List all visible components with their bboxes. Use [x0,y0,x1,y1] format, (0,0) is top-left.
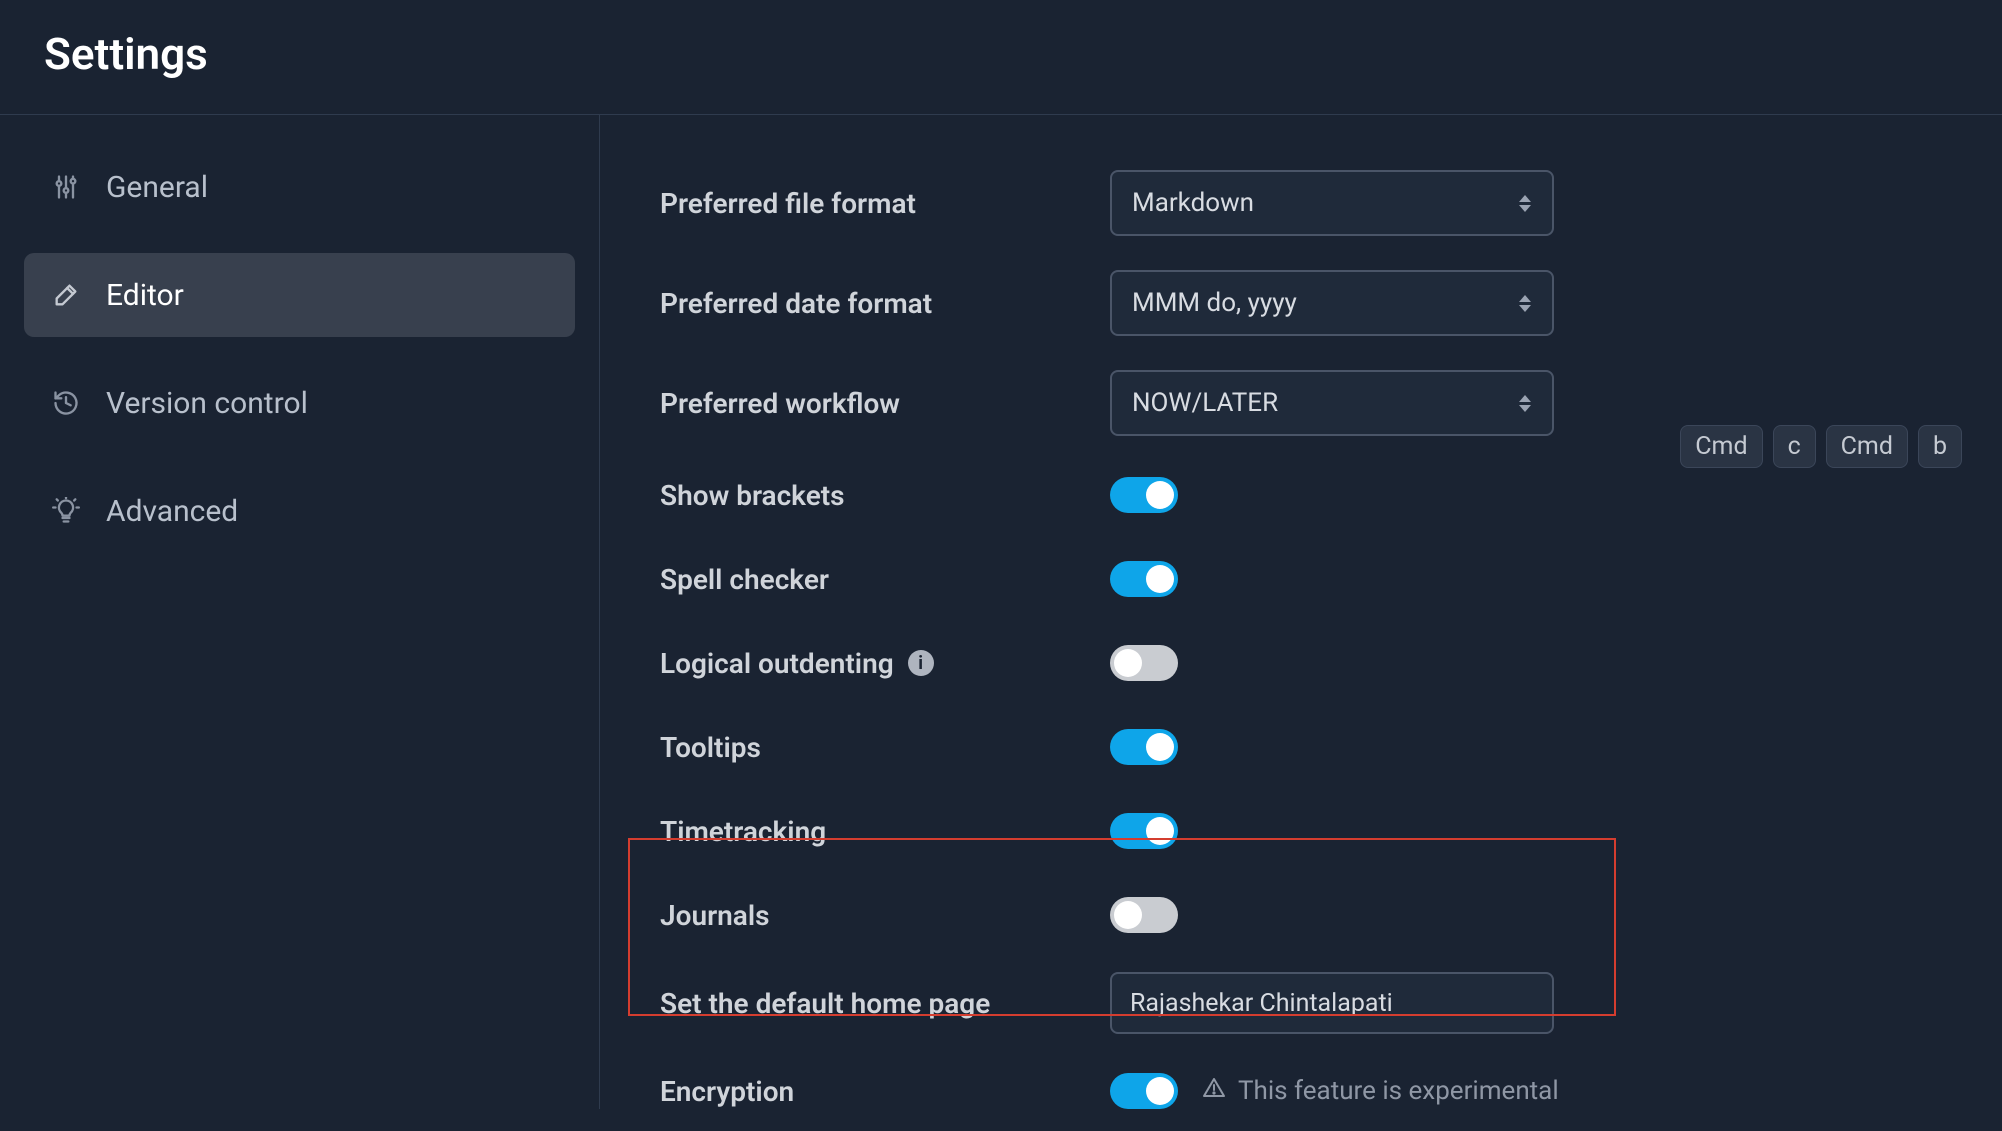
label-journals: Journals [660,899,1110,932]
shortcut-hint: CmdcCmdb [1680,425,1962,468]
select-value: Markdown [1132,188,1254,218]
label-tooltips: Tooltips [660,731,1110,764]
toggle-show-brackets[interactable] [1110,477,1178,513]
toggle-tooltips[interactable] [1110,729,1178,765]
kbd-key: b [1918,425,1962,468]
chevrons-icon [1516,189,1534,217]
row-logical-outdenting: Logical outdenting i [660,623,1962,703]
label-show-brackets: Show brackets [660,479,1110,512]
kbd-key: Cmd [1680,425,1762,468]
select-workflow[interactable]: NOW/LATER [1110,370,1554,436]
settings-content: General Editor Version control [0,115,2002,1109]
row-home-page: Set the default home page Rajashekar Chi… [660,959,1962,1047]
sidebar-item-label: Advanced [106,494,238,529]
row-date-format: Preferred date format MMM do, yyyy [660,255,1962,351]
warning-icon [1202,1076,1226,1107]
row-encryption: Encryption This feature is experimental [660,1051,1962,1131]
label-encryption: Encryption [660,1075,1110,1108]
select-value: MMM do, yyyy [1132,288,1297,318]
toggle-logical-outdenting[interactable] [1110,645,1178,681]
label-home-page: Set the default home page [660,987,1110,1020]
chevrons-icon [1516,389,1534,417]
kbd-key: Cmd [1826,425,1908,468]
chevrons-icon [1516,289,1534,317]
warning-text: This feature is experimental [1238,1076,1559,1106]
row-spell-checker: Spell checker [660,539,1962,619]
sidebar-item-general[interactable]: General [24,145,575,229]
select-value: NOW/LATER [1132,388,1278,418]
label-logical-outdenting: Logical outdenting i [660,647,1110,680]
encryption-warning: This feature is experimental [1202,1076,1559,1107]
label-spell-checker: Spell checker [660,563,1110,596]
history-icon [50,387,82,419]
sidebar-item-label: Version control [106,386,308,421]
row-journals: Journals [660,875,1962,955]
lightbulb-icon [50,495,82,527]
row-tooltips: Tooltips [660,707,1962,787]
input-home-page[interactable]: Rajashekar Chintalapati [1110,972,1554,1034]
edit-icon [50,279,82,311]
info-icon[interactable]: i [908,650,934,676]
sliders-icon [50,171,82,203]
toggle-journals[interactable] [1110,897,1178,933]
row-timetracking: Timetracking [660,791,1962,871]
sidebar-item-version-control[interactable]: Version control [24,361,575,445]
label-timetracking: Timetracking [660,815,1110,848]
input-value: Rajashekar Chintalapati [1130,989,1393,1018]
label-date-format: Preferred date format [660,287,1110,320]
toggle-timetracking[interactable] [1110,813,1178,849]
toggle-spell-checker[interactable] [1110,561,1178,597]
settings-sidebar: General Editor Version control [0,115,600,1109]
row-file-format: Preferred file format Markdown [660,155,1962,251]
select-file-format[interactable]: Markdown [1110,170,1554,236]
label-workflow: Preferred workflow [660,387,1110,420]
sidebar-item-editor[interactable]: Editor [24,253,575,337]
settings-main: Preferred file format Markdown Preferred… [600,115,2002,1109]
sidebar-item-label: General [106,170,208,205]
label-text: Logical outdenting [660,647,894,680]
label-file-format: Preferred file format [660,187,1110,220]
sidebar-item-advanced[interactable]: Advanced [24,469,575,553]
page-title: Settings [0,0,2002,114]
select-date-format[interactable]: MMM do, yyyy [1110,270,1554,336]
kbd-key: c [1773,425,1816,468]
sidebar-item-label: Editor [106,278,184,313]
